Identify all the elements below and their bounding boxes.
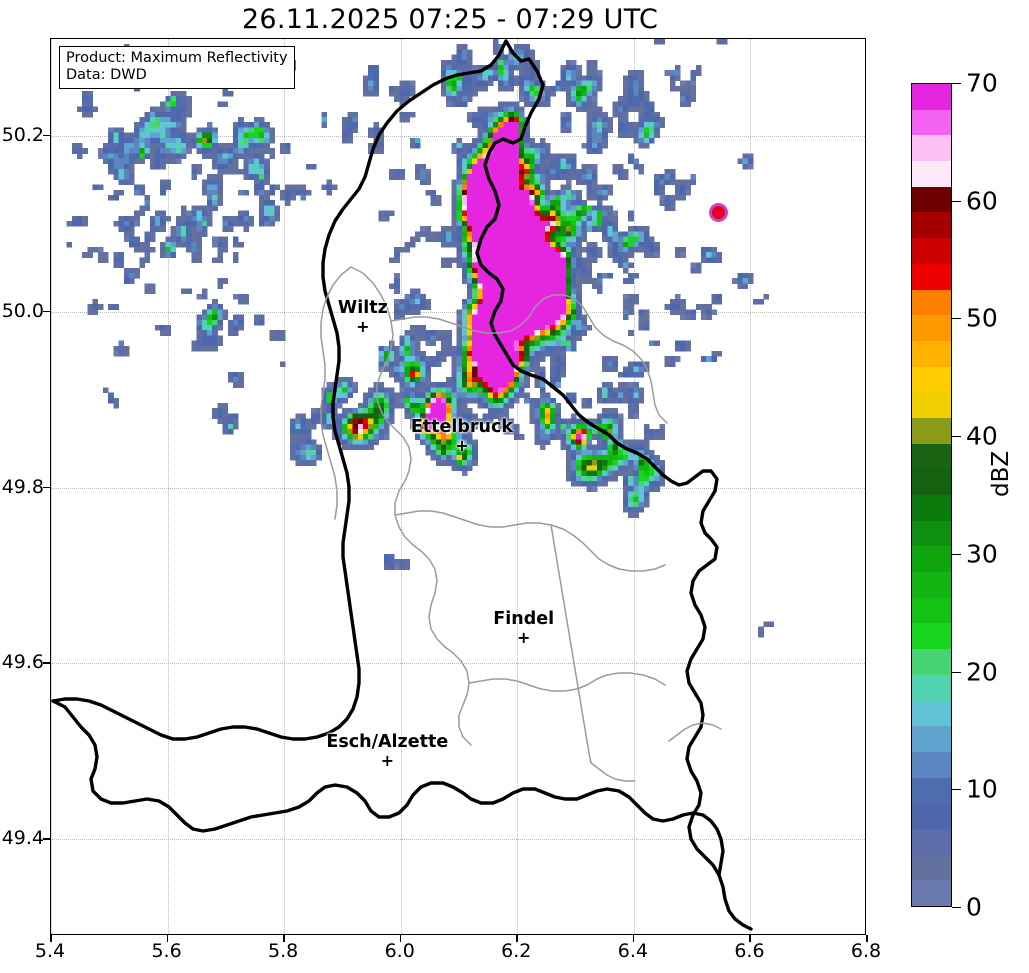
x-axis-tick-label: 6.0 (384, 940, 415, 962)
colorbar-band (912, 803, 951, 829)
city-marker-icon: + (356, 317, 370, 337)
y-axis-tick-label: 49.8 (1, 475, 44, 498)
colorbar-tick-label: 30 (966, 539, 998, 569)
x-axis-tick (166, 935, 169, 942)
colorbar-tick (952, 83, 961, 84)
colorbar-band (912, 880, 951, 906)
colorbar-band (912, 443, 951, 470)
city-marker-icon: + (516, 627, 531, 647)
colorbar-band (912, 777, 951, 804)
x-axis-tick (516, 935, 518, 942)
colorbar-band (912, 495, 951, 521)
city-label-findel: Findel + (493, 608, 555, 647)
colorbar-title: dBZ (988, 450, 1014, 497)
colorbar-band (912, 109, 951, 136)
colorbar-band (912, 623, 951, 650)
x-axis-tick-label: 6.2 (501, 940, 532, 962)
colorbar-tick-label: 70 (966, 68, 998, 98)
city-name: Findel (493, 608, 555, 629)
colorbar-tick-label: 50 (966, 303, 998, 333)
x-axis-tick (632, 935, 635, 942)
colorbar-band (912, 161, 951, 187)
colorbar-tick-label: 0 (966, 892, 982, 922)
city-name: Wiltz (337, 298, 388, 319)
city-marker-icon: + (380, 750, 394, 770)
colorbar-tick-label: 20 (966, 657, 998, 687)
y-axis-tick (43, 662, 50, 664)
product-info-box: Product: Maximum Reflectivity Data: DWD (59, 46, 295, 89)
colorbar-tick (952, 318, 961, 320)
colorbar-band (912, 854, 951, 881)
colorbar-tick (952, 553, 961, 555)
city-label-ettelbruck: Ettelbruck + (410, 417, 513, 456)
x-axis-tick (50, 935, 52, 942)
colorbar-band (912, 700, 951, 727)
colorbar-tick-label: 60 (966, 186, 998, 216)
colorbar-band (912, 289, 951, 316)
colorbar-tick (952, 789, 961, 791)
colorbar-band (912, 340, 951, 367)
colorbar-band (912, 417, 951, 444)
colorbar-band (912, 392, 951, 418)
colorbar-band (912, 572, 951, 598)
colorbar-tick-label: 10 (966, 774, 998, 804)
colorbar-band (912, 366, 951, 393)
city-marker-icon: + (455, 436, 469, 456)
x-axis-tick (749, 935, 752, 942)
colorbar-tick (952, 200, 961, 202)
colorbar-band (912, 726, 951, 752)
colorbar-band (912, 674, 951, 701)
colorbar[interactable] (911, 83, 952, 907)
colorbar-tick-label: 40 (966, 421, 998, 451)
x-axis-tick-label: 5.8 (268, 940, 299, 962)
radar-map-plot[interactable]: Wiltz + Ettelbruck + Findel + Esch/Alzette + Pr… (50, 38, 866, 935)
colorbar-band (912, 828, 951, 855)
product-line: Product: Maximum Reflectivity (66, 50, 288, 66)
colorbar-band (912, 84, 951, 110)
y-axis-tick-label: 50.0 (1, 299, 44, 322)
x-axis-tick (399, 935, 402, 942)
colorbar-tick (952, 907, 961, 908)
y-axis-tick-label: 49.6 (1, 651, 44, 674)
city-label-esch-alzette: Esch/Alzette + (326, 731, 449, 770)
colorbar-band (912, 186, 951, 213)
x-axis-tick-label: 6.8 (850, 940, 882, 962)
y-axis-tick (43, 310, 50, 313)
colorbar-band (912, 315, 951, 341)
page-title: 26.11.2025 07:25 - 07:29 UTC (241, 4, 659, 35)
colorbar-band (912, 649, 951, 675)
y-axis-tick (43, 486, 50, 489)
colorbar-band (912, 597, 951, 624)
y-axis-tick (43, 838, 50, 840)
y-axis-tick-label: 49.4 (1, 827, 44, 850)
x-axis-tick-label: 5.6 (151, 940, 182, 962)
city-name: Esch/Alzette (326, 731, 449, 752)
city-name: Ettelbruck (410, 417, 513, 438)
x-axis-tick-label: 6.6 (734, 940, 765, 962)
x-axis-tick-label: 5.4 (34, 940, 66, 962)
city-label-wiltz: Wiltz + (337, 298, 388, 337)
colorbar-band (912, 546, 951, 573)
x-axis-tick-label: 6.4 (617, 940, 648, 962)
colorbar-band (912, 469, 951, 495)
colorbar-band (912, 212, 951, 239)
x-axis-tick (283, 935, 285, 942)
data-source-line: Data: DWD (66, 67, 147, 83)
colorbar-band (912, 263, 951, 290)
colorbar-band (912, 751, 951, 778)
y-axis-tick-label: 50.2 (1, 123, 44, 146)
colorbar-tick (952, 436, 961, 438)
colorbar-band (912, 520, 951, 547)
colorbar-band (912, 135, 951, 162)
colorbar-tick (952, 671, 961, 673)
x-axis-tick (866, 935, 868, 942)
radar-reflectivity-layer (51, 39, 865, 934)
y-axis-tick (43, 134, 50, 137)
colorbar-band (912, 238, 951, 264)
